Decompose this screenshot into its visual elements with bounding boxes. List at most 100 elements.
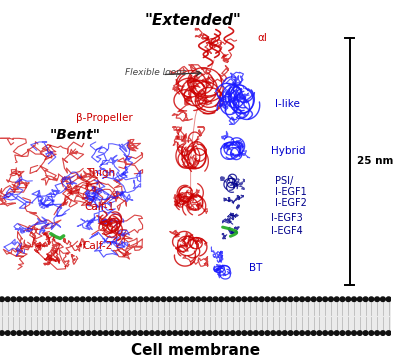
Circle shape xyxy=(86,297,91,301)
Circle shape xyxy=(80,331,85,335)
Circle shape xyxy=(161,297,166,301)
Text: Flexible loops: Flexible loops xyxy=(125,68,187,77)
Circle shape xyxy=(248,297,252,301)
Circle shape xyxy=(334,297,339,301)
Circle shape xyxy=(17,297,22,301)
Circle shape xyxy=(121,331,126,335)
Circle shape xyxy=(109,331,114,335)
Circle shape xyxy=(230,297,235,301)
Circle shape xyxy=(380,331,385,335)
Circle shape xyxy=(369,297,374,301)
Text: Calf-1: Calf-1 xyxy=(84,202,114,212)
Text: I-like: I-like xyxy=(275,99,300,109)
Circle shape xyxy=(202,297,206,301)
Circle shape xyxy=(219,297,224,301)
Circle shape xyxy=(5,297,10,301)
Circle shape xyxy=(288,297,293,301)
Circle shape xyxy=(40,297,45,301)
Circle shape xyxy=(126,297,131,301)
Circle shape xyxy=(155,331,160,335)
Circle shape xyxy=(184,331,189,335)
Circle shape xyxy=(28,297,33,301)
Circle shape xyxy=(173,297,178,301)
Circle shape xyxy=(184,297,189,301)
Circle shape xyxy=(219,331,224,335)
Circle shape xyxy=(386,297,391,301)
Circle shape xyxy=(242,297,247,301)
Circle shape xyxy=(150,297,154,301)
Circle shape xyxy=(57,297,62,301)
Circle shape xyxy=(271,297,276,301)
Circle shape xyxy=(225,331,230,335)
Circle shape xyxy=(196,331,201,335)
Circle shape xyxy=(230,331,235,335)
Circle shape xyxy=(213,297,218,301)
Circle shape xyxy=(276,297,282,301)
Circle shape xyxy=(98,297,102,301)
Circle shape xyxy=(46,297,50,301)
Circle shape xyxy=(207,297,212,301)
Circle shape xyxy=(132,297,137,301)
Circle shape xyxy=(346,331,351,335)
Circle shape xyxy=(0,297,4,301)
Circle shape xyxy=(334,331,339,335)
Circle shape xyxy=(63,297,68,301)
Circle shape xyxy=(196,297,201,301)
Text: Calf-2: Calf-2 xyxy=(82,241,112,251)
Circle shape xyxy=(282,297,287,301)
Circle shape xyxy=(80,297,85,301)
Text: β-Propeller: β-Propeller xyxy=(76,113,133,123)
Circle shape xyxy=(259,297,264,301)
Text: I-EGF3: I-EGF3 xyxy=(272,213,303,223)
Circle shape xyxy=(190,297,195,301)
Circle shape xyxy=(375,331,380,335)
Circle shape xyxy=(92,297,97,301)
Text: 25 nm: 25 nm xyxy=(357,157,393,166)
Circle shape xyxy=(144,331,149,335)
Circle shape xyxy=(11,331,16,335)
Circle shape xyxy=(380,297,385,301)
Circle shape xyxy=(248,331,252,335)
Circle shape xyxy=(225,297,230,301)
Text: αI: αI xyxy=(258,33,268,43)
Circle shape xyxy=(300,331,304,335)
Circle shape xyxy=(190,331,195,335)
Circle shape xyxy=(74,331,80,335)
Circle shape xyxy=(288,331,293,335)
Circle shape xyxy=(52,331,56,335)
Circle shape xyxy=(126,331,131,335)
Circle shape xyxy=(202,331,206,335)
Circle shape xyxy=(28,331,33,335)
Text: I-EGF1: I-EGF1 xyxy=(275,187,307,197)
Text: I-EGF4: I-EGF4 xyxy=(272,226,303,236)
Circle shape xyxy=(167,297,172,301)
Circle shape xyxy=(311,331,316,335)
Text: Hybrid: Hybrid xyxy=(272,146,306,156)
Circle shape xyxy=(340,331,345,335)
Circle shape xyxy=(328,297,333,301)
Circle shape xyxy=(40,331,45,335)
Circle shape xyxy=(254,297,258,301)
Circle shape xyxy=(57,331,62,335)
Circle shape xyxy=(213,331,218,335)
Circle shape xyxy=(328,331,333,335)
Circle shape xyxy=(254,331,258,335)
Circle shape xyxy=(317,331,322,335)
Circle shape xyxy=(369,331,374,335)
Text: Thigh: Thigh xyxy=(86,168,115,178)
Circle shape xyxy=(23,297,28,301)
Circle shape xyxy=(23,331,28,335)
Circle shape xyxy=(207,331,212,335)
Circle shape xyxy=(357,297,362,301)
Text: Cell membrane: Cell membrane xyxy=(131,343,260,358)
Circle shape xyxy=(178,297,183,301)
Circle shape xyxy=(46,331,50,335)
Circle shape xyxy=(306,297,310,301)
Text: BT: BT xyxy=(249,263,262,273)
Text: "Extended": "Extended" xyxy=(145,13,242,28)
Circle shape xyxy=(178,331,183,335)
Circle shape xyxy=(104,297,108,301)
Circle shape xyxy=(173,331,178,335)
Circle shape xyxy=(150,331,154,335)
Circle shape xyxy=(386,331,391,335)
